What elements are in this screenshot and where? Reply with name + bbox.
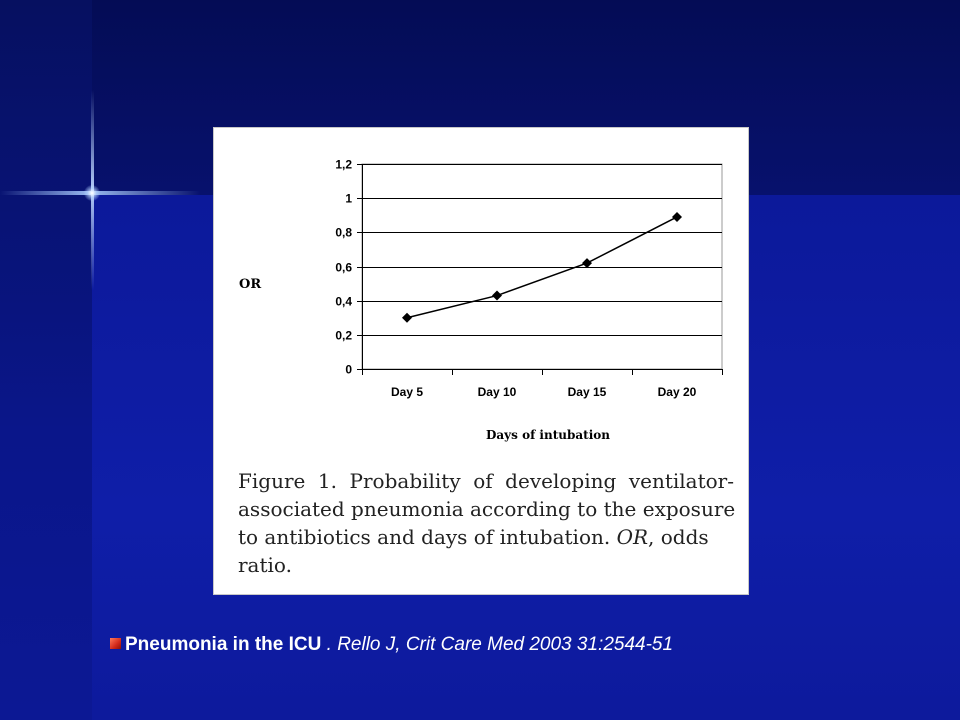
or-line-chart: 0 0,2 0,4 0,6 0,8 1 1,2 Day 5 Day 10 Day 15 Day 20…: [239, 158, 723, 442]
y-tick-label-0: 0: [345, 363, 352, 377]
caption-line-4: ratio.: [238, 553, 292, 577]
y-tick-label-5: 1: [345, 192, 352, 206]
square-bullet-icon: [110, 638, 121, 649]
figure-caption: Figure 1. Probability of developing vent…: [238, 467, 736, 579]
citation-title: Pneumonia in the ICU: [125, 634, 322, 655]
citation-reference: . Rello J, Crit Care Med 2003 31:2544-51: [321, 634, 674, 655]
figure-panel: 0 0,2 0,4 0,6 0,8 1 1,2 Day 5 Day 10 Day 15 Day 20…: [213, 127, 749, 595]
data-point-0-2: [582, 258, 592, 269]
y-tick-label-3: 0,6: [335, 261, 352, 275]
caption-line-2: associated pneumonia according to the ex…: [238, 497, 736, 521]
x-tick-label-1: Day 10: [478, 385, 517, 399]
caption-line-3-text: to antibiotics and days of intubation.: [238, 525, 611, 549]
x-tick-label-3: Day 20: [658, 385, 697, 399]
data-point-0-1: [492, 290, 502, 301]
y-tick-label-6: 1,2: [335, 158, 352, 172]
y-tick-label-4: 0,8: [335, 226, 352, 240]
data-point-0-3: [672, 211, 682, 222]
caption-or-abbrev: OR: [616, 525, 649, 549]
x-tick-label-0: Day 5: [391, 385, 423, 399]
light-flare-core: [84, 185, 100, 201]
y-tick-label-2: 0,4: [335, 295, 352, 309]
x-tick-label-2: Day 15: [568, 385, 607, 399]
citation: Pneumonia in the ICU . Rello J, Crit Car…: [110, 634, 673, 656]
light-flare-horizontal: [0, 191, 200, 195]
background-left-band: [0, 0, 92, 720]
caption-line-3: to antibiotics and days of intubation. O…: [238, 523, 734, 551]
series-line-0: [406, 216, 678, 319]
data-point-0-0: [402, 312, 412, 323]
x-axis-title: Days of intubation: [486, 428, 610, 442]
caption-line-1: Figure 1. Probability of developing vent…: [238, 469, 734, 493]
plot-area: [361, 163, 723, 370]
y-axis-title: OR: [239, 277, 261, 292]
y-tick-label-1: 0,2: [335, 329, 352, 343]
caption-odds-text: , odds: [648, 525, 709, 549]
